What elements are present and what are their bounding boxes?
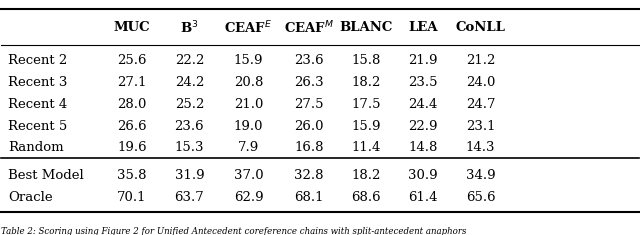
Text: 19.6: 19.6 (117, 141, 147, 154)
Text: 61.4: 61.4 (408, 191, 438, 204)
Text: 21.9: 21.9 (408, 54, 438, 67)
Text: 26.3: 26.3 (294, 76, 324, 89)
Text: 21.0: 21.0 (234, 98, 263, 111)
Text: 65.6: 65.6 (466, 191, 495, 204)
Text: 34.9: 34.9 (466, 169, 495, 182)
Text: 11.4: 11.4 (351, 141, 381, 154)
Text: 22.2: 22.2 (175, 54, 204, 67)
Text: Recent 3: Recent 3 (8, 76, 67, 89)
Text: 70.1: 70.1 (117, 191, 147, 204)
Text: 23.5: 23.5 (408, 76, 438, 89)
Text: 35.8: 35.8 (117, 169, 147, 182)
Text: 26.6: 26.6 (117, 120, 147, 133)
Text: 24.7: 24.7 (466, 98, 495, 111)
Text: 19.0: 19.0 (234, 120, 264, 133)
Text: 7.9: 7.9 (238, 141, 259, 154)
Text: 16.8: 16.8 (294, 141, 324, 154)
Text: 15.8: 15.8 (351, 54, 381, 67)
Text: CEAF$^E$: CEAF$^E$ (225, 20, 273, 36)
Text: Table 2: Scoring using Figure 2 for Unified Antecedent coreference chains with s: Table 2: Scoring using Figure 2 for Unif… (1, 227, 467, 235)
Text: 14.3: 14.3 (466, 141, 495, 154)
Text: 18.2: 18.2 (351, 169, 381, 182)
Text: Random: Random (8, 141, 63, 154)
Text: 23.6: 23.6 (294, 54, 324, 67)
Text: Recent 4: Recent 4 (8, 98, 67, 111)
Text: 31.9: 31.9 (175, 169, 204, 182)
Text: 27.5: 27.5 (294, 98, 324, 111)
Text: 63.7: 63.7 (175, 191, 204, 204)
Text: 25.6: 25.6 (117, 54, 147, 67)
Text: BLANC: BLANC (339, 21, 392, 34)
Text: 20.8: 20.8 (234, 76, 263, 89)
Text: 18.2: 18.2 (351, 76, 381, 89)
Text: 22.9: 22.9 (408, 120, 438, 133)
Text: 21.2: 21.2 (466, 54, 495, 67)
Text: 28.0: 28.0 (117, 98, 147, 111)
Text: B$^3$: B$^3$ (180, 20, 198, 36)
Text: LEA: LEA (408, 21, 438, 34)
Text: 27.1: 27.1 (117, 76, 147, 89)
Text: 24.4: 24.4 (408, 98, 438, 111)
Text: 17.5: 17.5 (351, 98, 381, 111)
Text: Oracle: Oracle (8, 191, 52, 204)
Text: 30.9: 30.9 (408, 169, 438, 182)
Text: 15.9: 15.9 (234, 54, 264, 67)
Text: Recent 2: Recent 2 (8, 54, 67, 67)
Text: Recent 5: Recent 5 (8, 120, 67, 133)
Text: 26.0: 26.0 (294, 120, 324, 133)
Text: MUC: MUC (114, 21, 150, 34)
Text: 62.9: 62.9 (234, 191, 264, 204)
Text: 24.2: 24.2 (175, 76, 204, 89)
Text: 24.0: 24.0 (466, 76, 495, 89)
Text: 37.0: 37.0 (234, 169, 264, 182)
Text: 68.1: 68.1 (294, 191, 324, 204)
Text: 32.8: 32.8 (294, 169, 324, 182)
Text: 15.9: 15.9 (351, 120, 381, 133)
Text: CoNLL: CoNLL (456, 21, 506, 34)
Text: Best Model: Best Model (8, 169, 83, 182)
Text: 23.1: 23.1 (466, 120, 495, 133)
Text: CEAF$^M$: CEAF$^M$ (284, 20, 334, 36)
Text: 15.3: 15.3 (175, 141, 204, 154)
Text: 25.2: 25.2 (175, 98, 204, 111)
Text: 23.6: 23.6 (175, 120, 204, 133)
Text: 68.6: 68.6 (351, 191, 381, 204)
Text: 14.8: 14.8 (408, 141, 438, 154)
